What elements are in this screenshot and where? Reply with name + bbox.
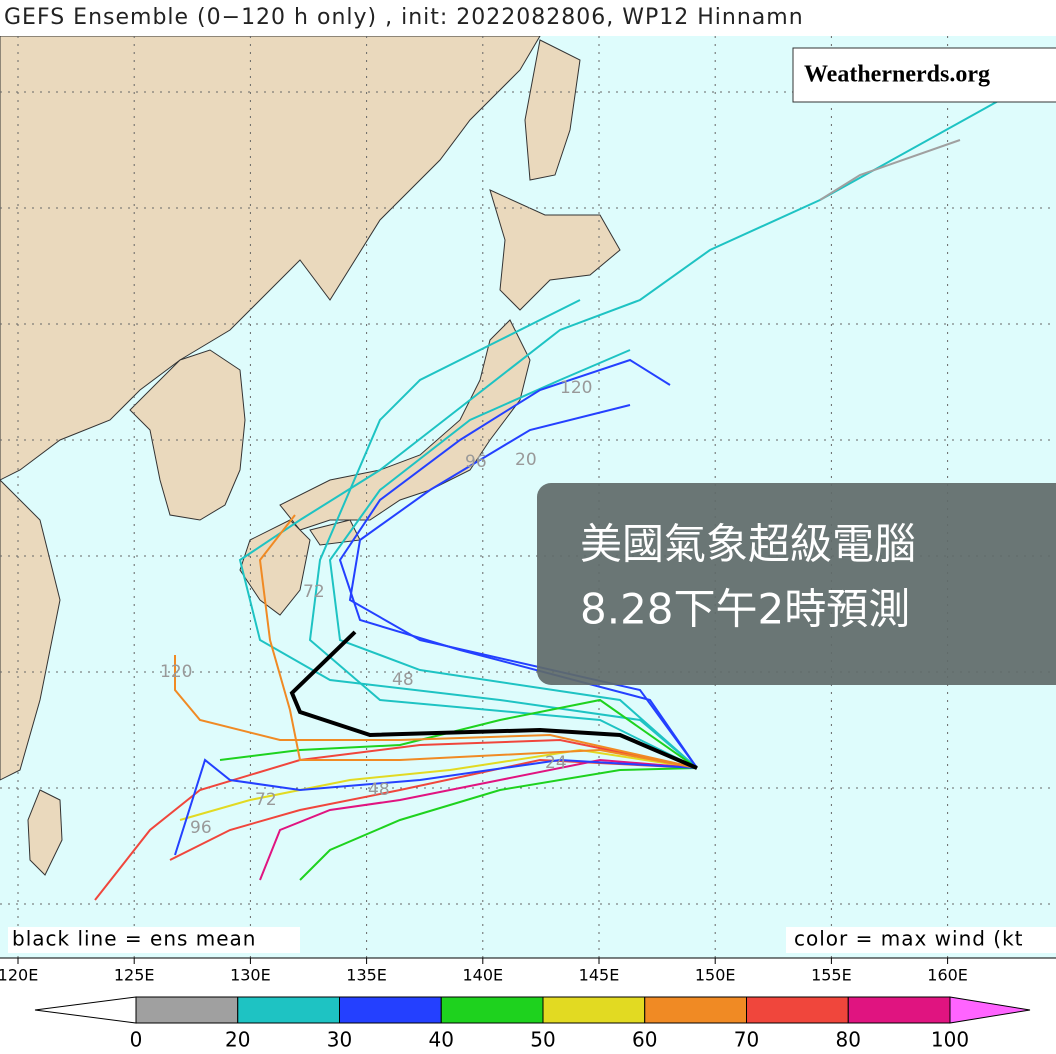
- track-label: 20: [515, 450, 537, 470]
- colorbar-label: 50: [530, 1028, 555, 1052]
- colorbar-label: 100: [931, 1028, 969, 1052]
- lon-label: 145E: [579, 966, 620, 985]
- colorbar-segment: [746, 996, 849, 1024]
- lon-axis: 120E 125E 130E 135E 140E 145E 150E 155E 160E: [0, 958, 968, 985]
- track-label: 120: [560, 378, 592, 398]
- colorbar-segment: [542, 996, 646, 1024]
- colorbar-over: [949, 996, 1031, 1024]
- ensemble-tracks: [94, 99, 1001, 901]
- note: black line = ens mean: [12, 927, 257, 951]
- colorbar-under: [34, 996, 137, 1024]
- colorbar-segment: [847, 996, 951, 1024]
- track-label: 120: [160, 662, 192, 682]
- title: GEFS Ensemble (0−120 h only) , init: 202…: [4, 5, 804, 30]
- colorbar-segment: [644, 996, 747, 1024]
- colorbar-label: 80: [836, 1028, 861, 1052]
- colorbar-label: 70: [734, 1028, 759, 1052]
- overlay-box: [537, 483, 1056, 685]
- note: color = max wind (kt: [794, 927, 1024, 951]
- colorbar-segment: [135, 996, 239, 1024]
- note-box: [8, 927, 300, 953]
- track-label: 72: [255, 790, 277, 810]
- watermark-box: [792, 47, 1056, 103]
- colorbar-segment: [237, 996, 340, 1024]
- note-box: [786, 927, 1056, 953]
- track-hour-labels: 120 72 48 24 96 120 72 48 96 20: [160, 378, 592, 838]
- overlay-line: 8.28下午2時預測: [580, 585, 910, 634]
- land: [0, 36, 621, 876]
- lon-label: 160E: [927, 966, 968, 985]
- track-label: 96: [190, 818, 212, 838]
- lon-label: 155E: [811, 966, 852, 985]
- colorbar-label: 60: [632, 1028, 657, 1052]
- colorbar-label: 0: [130, 1028, 143, 1052]
- overlay-line: 美國氣象超級電腦: [580, 520, 916, 569]
- colorbar-label: 40: [429, 1028, 454, 1052]
- colorbar: 0 20 30 40 50 60 70 80 100: [34, 996, 1031, 1052]
- track-label: 48: [392, 670, 414, 690]
- track-label: 48: [368, 780, 390, 800]
- lon-label: 125E: [114, 966, 155, 985]
- colorbar-label: 20: [225, 1028, 250, 1052]
- track-label: 96: [465, 452, 487, 472]
- watermark: Weathernerds.org: [804, 62, 990, 88]
- lon-label: 140E: [462, 966, 503, 985]
- colorbar-segment: [440, 996, 544, 1024]
- lon-label: 150E: [695, 966, 736, 985]
- lon-label: 135E: [346, 966, 387, 985]
- track-label: 24: [545, 753, 567, 773]
- lon-label: 130E: [230, 966, 271, 985]
- colorbar-segment: [339, 996, 442, 1024]
- colorbar-label: 30: [327, 1028, 352, 1052]
- lon-label: 120E: [0, 966, 38, 985]
- track-label: 72: [303, 582, 325, 602]
